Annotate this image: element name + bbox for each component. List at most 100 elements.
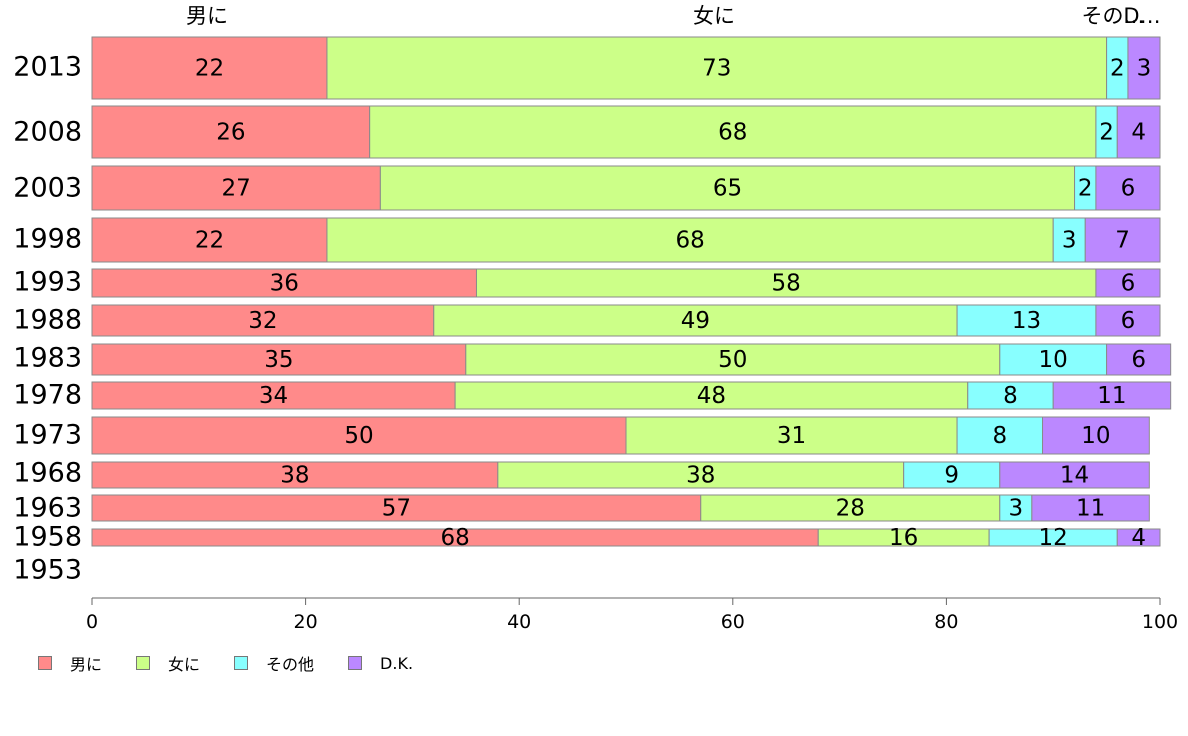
- bar-segment: [91, 304, 435, 337]
- data-label: 58: [772, 271, 801, 297]
- bar-segment: [91, 494, 702, 522]
- data-label: 11: [1076, 496, 1105, 522]
- data-label: 14: [1060, 463, 1089, 489]
- data-label: 65: [713, 176, 742, 202]
- data-label: 32: [248, 308, 277, 334]
- bar-segment: [369, 105, 1097, 159]
- legend-label-female: 女に: [168, 655, 201, 674]
- data-label: 73: [702, 56, 731, 82]
- y-tick-label: 1993: [13, 267, 82, 298]
- legend-swatch-female: [136, 656, 151, 670]
- y-tick-label: 1963: [13, 493, 82, 524]
- bar-segment: [91, 36, 328, 100]
- bar-segment: [433, 304, 958, 337]
- data-label: 16: [889, 525, 918, 551]
- legend-label-male: 男に: [70, 655, 103, 674]
- bar-segment: [1127, 36, 1161, 100]
- data-label: 26: [216, 120, 245, 146]
- legend-item-female: 女に: [136, 651, 200, 675]
- bar-segment: [1106, 343, 1172, 376]
- data-label: 12: [1039, 525, 1068, 551]
- y-tick-label: 1988: [13, 305, 82, 336]
- y-tick-label: 1953: [13, 555, 82, 586]
- data-label: 11: [1097, 383, 1126, 409]
- bar-segment: [91, 416, 627, 455]
- bar-segment: [1095, 304, 1161, 337]
- top-series-label: 男に: [186, 4, 228, 28]
- bar-segment: [379, 165, 1076, 211]
- data-label: 49: [681, 308, 710, 334]
- data-label: 50: [344, 423, 373, 449]
- data-label: 10: [1081, 423, 1110, 449]
- data-label: 2: [1099, 120, 1114, 146]
- y-tick-label: 2003: [13, 173, 82, 204]
- y-tick-label: 1978: [13, 380, 82, 411]
- bar-segment: [91, 217, 328, 263]
- bar-segment: [967, 381, 1054, 410]
- data-label: 3: [1008, 496, 1023, 522]
- data-label: 6: [1121, 176, 1136, 202]
- legend-swatch-male: [38, 656, 52, 670]
- bar-segment: [1116, 105, 1161, 159]
- x-tick-label: 60: [721, 611, 745, 633]
- data-label: 34: [259, 383, 288, 409]
- x-tick-label: 80: [934, 611, 958, 633]
- data-label: 22: [195, 228, 224, 254]
- data-label: 31: [777, 423, 806, 449]
- y-tick-label: 1968: [13, 458, 82, 489]
- bar-segment: [454, 381, 969, 410]
- bar-segment: [465, 343, 1001, 376]
- legend-label-other: その他: [266, 655, 315, 674]
- x-tick-label: 100: [1142, 611, 1178, 633]
- legend-item-dk: D.K.: [348, 654, 413, 673]
- top-series-label: D…: [1123, 4, 1160, 28]
- data-label: 27: [222, 176, 251, 202]
- data-label: 10: [1039, 347, 1068, 373]
- bar-segment: [91, 268, 477, 298]
- data-label: 9: [944, 463, 959, 489]
- data-label: 4: [1131, 525, 1146, 551]
- data-label: 38: [280, 463, 309, 489]
- bar-segment: [956, 416, 1044, 455]
- data-label: 68: [675, 228, 704, 254]
- y-tick-label: 1998: [13, 224, 82, 255]
- data-label: 57: [382, 496, 411, 522]
- data-label: 48: [697, 383, 726, 409]
- bar-segment: [1095, 165, 1161, 211]
- y-tick-label: 1973: [13, 420, 82, 451]
- bar-segment: [91, 105, 371, 159]
- bar-segment: [91, 165, 381, 211]
- data-label: 6: [1121, 271, 1136, 297]
- bar-segment: [625, 416, 958, 455]
- y-tick-label: 1983: [13, 343, 82, 374]
- legend-swatch-dk: [348, 656, 363, 670]
- bar-segment: [91, 461, 499, 489]
- data-label: 50: [718, 347, 747, 373]
- data-label: 6: [1131, 347, 1146, 373]
- data-label: 8: [1003, 383, 1018, 409]
- data-label: 36: [270, 271, 299, 297]
- data-label: 22: [195, 56, 224, 82]
- data-label: 2: [1110, 56, 1125, 82]
- data-label: 2: [1078, 176, 1093, 202]
- data-label: 68: [440, 525, 469, 551]
- data-label: 3: [1062, 228, 1077, 254]
- legend: 男に 女に その他 D.K.: [38, 651, 447, 675]
- legend-label-dk: D.K.: [380, 653, 414, 673]
- top-series-label: その…: [1082, 4, 1145, 28]
- bar-segment: [1084, 217, 1161, 263]
- bar-segment: [475, 268, 1097, 298]
- data-label: 8: [992, 423, 1007, 449]
- data-label: 6: [1121, 308, 1136, 334]
- top-series-label: 女に: [693, 4, 735, 28]
- data-label: 28: [836, 496, 865, 522]
- x-tick-label: 0: [86, 611, 98, 633]
- bar-segment: [1095, 268, 1161, 298]
- data-label: 3: [1137, 56, 1152, 82]
- bar-segment: [1052, 381, 1172, 410]
- data-label: 38: [686, 463, 715, 489]
- bar-segment: [91, 343, 467, 376]
- bar-segment: [326, 217, 1054, 263]
- bar-segment: [326, 36, 1108, 100]
